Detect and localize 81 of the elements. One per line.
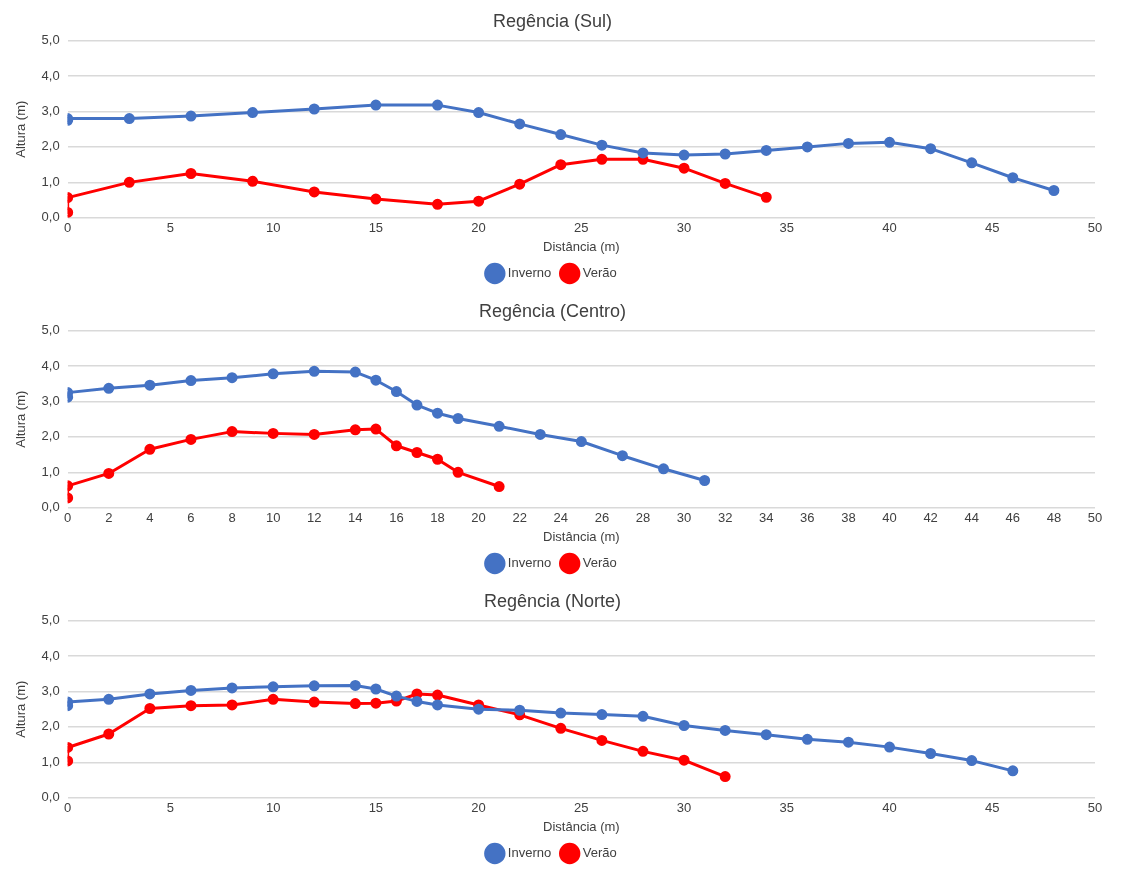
chart-title: Regência (Sul) bbox=[492, 10, 613, 31]
x-tick-label: 10 bbox=[265, 510, 281, 526]
x-tick-label: 25 bbox=[574, 220, 589, 236]
x-tick-label: 35 bbox=[779, 220, 795, 236]
y-tick-label: 2,0 bbox=[41, 428, 60, 444]
x-tick-label: 5 bbox=[166, 800, 175, 816]
y-axis-title: Altura (m) bbox=[13, 390, 29, 448]
y-tick-label: 1,0 bbox=[41, 173, 60, 189]
x-tick-label: 20 bbox=[471, 510, 486, 526]
y-tick-label: 4,0 bbox=[41, 357, 60, 373]
y-tick-label: 3,0 bbox=[41, 683, 60, 699]
y-tick-label: 4,0 bbox=[41, 67, 60, 83]
x-tick-label: 30 bbox=[676, 510, 692, 526]
x-tick-label: 45 bbox=[985, 800, 1000, 816]
legend-label: Inverno bbox=[507, 265, 552, 281]
y-tick-label: 0,0 bbox=[41, 209, 60, 225]
x-tick-label: 42 bbox=[923, 510, 938, 526]
x-tick-label: 50 bbox=[1087, 510, 1103, 526]
x-tick-label: 30 bbox=[676, 220, 692, 236]
chart-title: Regência (Norte) bbox=[483, 590, 622, 611]
legend-label: Verão bbox=[582, 265, 617, 281]
x-tick-label: 45 bbox=[985, 220, 1000, 236]
x-tick-label: 20 bbox=[471, 800, 486, 816]
x-tick-label: 40 bbox=[882, 220, 897, 236]
x-tick-label: 35 bbox=[779, 800, 795, 816]
x-tick-label: 12 bbox=[307, 510, 322, 526]
x-tick-label: 25 bbox=[574, 800, 589, 816]
y-tick-label: 5,0 bbox=[41, 322, 60, 338]
y-tick-label: 5,0 bbox=[41, 32, 60, 48]
x-tick-label: 46 bbox=[1005, 510, 1021, 526]
x-tick-label: 4 bbox=[146, 510, 154, 526]
x-tick-label: 8 bbox=[228, 510, 236, 526]
x-axis-title: Distância (m) bbox=[543, 238, 620, 254]
x-tick-label: 6 bbox=[187, 510, 195, 526]
x-tick-label: 15 bbox=[368, 220, 384, 236]
y-tick-label: 2,0 bbox=[41, 718, 60, 734]
y-tick-label: 4,0 bbox=[41, 647, 60, 663]
y-tick-label: 0,0 bbox=[41, 789, 60, 805]
x-tick-label: 28 bbox=[635, 510, 651, 526]
y-tick-label: 3,0 bbox=[41, 103, 60, 119]
x-tick-label: 40 bbox=[882, 800, 897, 816]
legend-label: Verão bbox=[582, 845, 617, 861]
x-tick-label: 50 bbox=[1087, 220, 1103, 236]
x-tick-label: 14 bbox=[348, 510, 363, 526]
x-tick-label: 24 bbox=[553, 510, 569, 526]
y-tick-label: 5,0 bbox=[41, 612, 60, 628]
x-tick-label: 26 bbox=[594, 510, 610, 526]
y-tick-label: 3,0 bbox=[41, 393, 60, 409]
x-tick-label: 15 bbox=[368, 800, 384, 816]
x-axis-title: Distância (m) bbox=[543, 528, 620, 544]
x-tick-label: 2 bbox=[105, 510, 113, 526]
legend-label: Inverno bbox=[507, 555, 552, 571]
x-axis-title: Distância (m) bbox=[543, 818, 620, 834]
x-tick-label: 40 bbox=[882, 510, 897, 526]
x-tick-label: 0 bbox=[64, 510, 72, 526]
x-tick-label: 5 bbox=[166, 220, 175, 236]
x-tick-label: 50 bbox=[1087, 800, 1103, 816]
x-tick-label: 36 bbox=[800, 510, 815, 526]
y-axis-title: Altura (m) bbox=[13, 100, 29, 158]
x-tick-label: 10 bbox=[265, 220, 281, 236]
y-tick-label: 1,0 bbox=[41, 463, 60, 479]
x-tick-label: 32 bbox=[717, 510, 733, 526]
legend-label: Verão bbox=[582, 555, 617, 571]
x-tick-label: 0 bbox=[64, 220, 72, 236]
x-tick-label: 30 bbox=[676, 800, 692, 816]
x-tick-label: 44 bbox=[964, 510, 979, 526]
y-tick-label: 0,0 bbox=[41, 499, 60, 515]
x-tick-label: 34 bbox=[759, 510, 774, 526]
y-tick-label: 1,0 bbox=[41, 753, 60, 769]
x-tick-label: 20 bbox=[471, 220, 486, 236]
y-tick-label: 2,0 bbox=[41, 138, 60, 154]
x-tick-label: 48 bbox=[1046, 510, 1062, 526]
x-tick-label: 10 bbox=[265, 800, 281, 816]
x-tick-label: 0 bbox=[64, 800, 72, 816]
x-tick-label: 38 bbox=[841, 510, 856, 526]
legend-label: Inverno bbox=[507, 845, 552, 861]
x-tick-label: 18 bbox=[430, 510, 445, 526]
chart-title: Regência (Centro) bbox=[478, 300, 627, 321]
x-tick-label: 16 bbox=[389, 510, 404, 526]
y-axis-title: Altura (m) bbox=[13, 680, 29, 738]
x-tick-label: 22 bbox=[512, 510, 527, 526]
